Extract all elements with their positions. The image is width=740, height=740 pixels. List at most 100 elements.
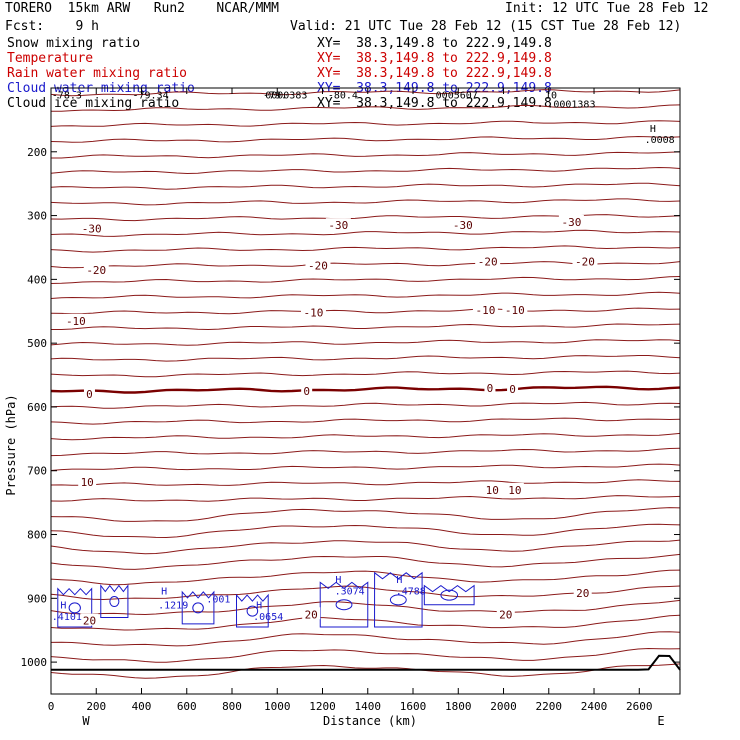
cloud-water-contours	[57, 571, 475, 628]
temperature-label-bg	[507, 382, 519, 395]
x-tick-label: 600	[177, 700, 197, 713]
isotherm-line	[50, 182, 681, 190]
isotherm-line	[50, 631, 681, 647]
isotherm-line	[50, 495, 681, 502]
legend-rain-label: Rain water mixing ratio	[7, 66, 188, 81]
cloud-water-cell	[319, 581, 369, 628]
west-label: W	[82, 714, 90, 728]
temperature-label: -30	[328, 219, 348, 232]
legend-snow-label: Snow mixing ratio	[7, 36, 141, 51]
x-tick-label: 0	[48, 700, 55, 713]
upper-level-label: -78.3	[52, 90, 82, 101]
cloud-water-label: .4788	[396, 587, 426, 598]
upper-level-label: -79.34	[132, 90, 168, 101]
temperature-label-bg	[80, 613, 99, 626]
isotherm-line	[50, 104, 681, 112]
isotherm-line	[50, 401, 681, 409]
isotherm-line	[50, 214, 681, 222]
isotherm-line	[50, 291, 681, 299]
cloud-water-label: H	[60, 601, 66, 612]
temperature-label: 20	[83, 615, 96, 628]
cloud-water-core	[109, 596, 120, 608]
y-tick-label: 500	[27, 337, 47, 350]
temperature-label: -20	[575, 256, 595, 269]
temperature-label-bg	[472, 302, 498, 315]
isotherm-line	[50, 463, 681, 471]
cloud-water-label: .0654	[253, 612, 283, 623]
isotherm-line	[50, 553, 681, 570]
temperature-label-bg	[63, 313, 89, 326]
legend-rain-xy: XY= 38.3,149.8 to 222.9,149.8	[317, 66, 552, 81]
cloud-water-label: .1219	[158, 601, 188, 612]
y-tick-label: 300	[27, 210, 47, 223]
x-tick-label: 800	[222, 700, 242, 713]
x-tick-label: 2400	[581, 700, 608, 713]
y-tick-label: 800	[27, 529, 47, 542]
isotherm-line	[50, 89, 681, 97]
temperature-label: 0	[86, 388, 93, 401]
isotherm-line	[50, 663, 681, 679]
temperature-label-bg	[301, 384, 313, 396]
cloud-water-label: H	[335, 575, 341, 586]
cloud-water-core	[335, 599, 353, 611]
temperature-label-bg	[573, 586, 592, 599]
upper-level-label: -80.4	[328, 90, 358, 101]
temperature-label-bg	[558, 214, 584, 227]
cloud-water-core	[68, 602, 81, 614]
temperature-label: 20	[576, 587, 589, 600]
temperature-label-bg	[78, 475, 97, 488]
isotherm-line	[50, 276, 681, 284]
temperature-label: -10	[475, 304, 495, 317]
isotherm-line	[50, 447, 681, 457]
upper-level-label: 0000383	[265, 90, 307, 101]
x-tick-label: 2000	[490, 700, 517, 713]
y-tick-label: 900	[27, 592, 47, 605]
temperature-label: -30	[82, 222, 102, 235]
cloud-water-core	[192, 602, 204, 614]
temperature-label-bg	[302, 607, 321, 620]
isotherm-line	[50, 120, 681, 127]
isotherm-line	[50, 370, 681, 378]
legend-temperature-xy: XY= 38.3,149.8 to 222.9,149.8	[317, 51, 552, 66]
chart-labels: -30 -30 -30 -30-20 -20 -20 -20-10-10 -10 -100 0 0 0…	[52, 90, 675, 627]
cloud-water-cell	[181, 590, 215, 625]
temperature-label: 10	[486, 484, 499, 497]
valid-time: Valid: 21 UTC Tue 28 Feb 12 (15 CST Tue …	[290, 19, 682, 34]
isotherm-line	[51, 151, 681, 159]
cloud-water-label: H	[256, 601, 262, 612]
temperature-label-bg	[450, 218, 476, 231]
cloud-water-core	[440, 589, 459, 601]
isotherm-line	[50, 599, 681, 616]
temperature-label: -10	[66, 315, 86, 328]
temperature-label-bg	[325, 218, 351, 231]
forecast-hour: Fcst: 9 h	[5, 19, 99, 34]
y-axis-label: Pressure (hPa)	[4, 394, 18, 495]
temperature-label-bg	[502, 302, 528, 315]
upper-level-label: -79.	[263, 90, 287, 101]
cloud-water-label: .4101	[52, 612, 82, 623]
temperature-label-bg	[484, 380, 496, 393]
cloud-water-cell	[423, 584, 475, 606]
upper-level-label: .0001383	[547, 99, 595, 110]
isotherm-line	[50, 166, 681, 175]
isotherm-line	[50, 647, 681, 663]
temperature-label: -20	[308, 259, 328, 272]
isotherm-line	[50, 417, 681, 425]
x-tick-label: 2200	[536, 700, 563, 713]
isotherm-line	[50, 229, 681, 237]
temperature-label-bg	[300, 305, 326, 318]
isotherm-line	[50, 523, 681, 539]
temperature-label-bg	[483, 482, 502, 495]
temperature-label: 10	[508, 484, 521, 497]
isotherm-line	[50, 569, 681, 586]
cloud-water-core	[389, 594, 407, 606]
y-tick-label: 200	[27, 146, 47, 159]
temperature-label-bg	[83, 262, 109, 275]
temperature-label-bg	[79, 221, 105, 234]
x-tick-label: 2600	[626, 700, 653, 713]
upper-level-label: .0005607	[430, 90, 478, 101]
legend-temperature-label: Temperature	[7, 51, 94, 66]
east-label: E	[657, 714, 664, 728]
ground-line	[51, 654, 681, 671]
